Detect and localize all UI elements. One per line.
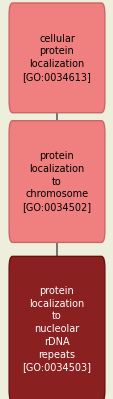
Text: cellular
protein
localization
[GO:0034613]: cellular protein localization [GO:003461… (22, 34, 91, 82)
Text: protein
localization
to
nucleolar
rDNA
repeats
[GO:0034503]: protein localization to nucleolar rDNA r… (22, 286, 91, 373)
FancyBboxPatch shape (9, 3, 104, 113)
FancyBboxPatch shape (9, 120, 104, 242)
FancyBboxPatch shape (9, 257, 104, 399)
Text: protein
localization
to
chromosome
[GO:0034502]: protein localization to chromosome [GO:0… (22, 151, 91, 212)
